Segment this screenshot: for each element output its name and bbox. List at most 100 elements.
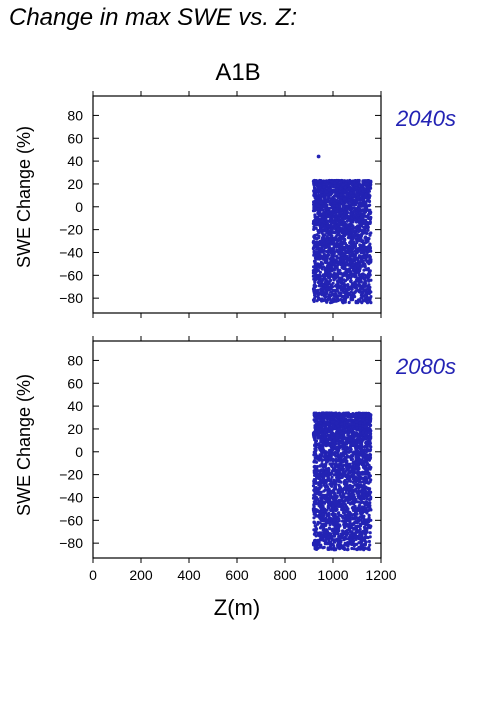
data-point [336,227,340,231]
data-point [347,234,351,238]
scenario-title: A1B [215,59,260,86]
data-point [356,195,361,200]
data-point [327,477,331,481]
data-point [359,498,363,502]
data-point [351,224,355,228]
data-point [359,518,363,522]
data-point [323,542,327,546]
data-point [333,198,337,202]
data-point [360,247,364,251]
data-point [351,498,356,502]
data-point [345,188,349,192]
data-point [319,219,324,223]
data-point [352,209,356,213]
data-point [312,253,316,257]
data-point [358,527,362,532]
data-point [316,154,321,159]
data-point [368,444,372,448]
y-tick-label: −80 [59,535,83,551]
data-point [329,278,333,282]
y-tick-label: 0 [75,444,83,460]
data-point [316,265,320,269]
data-point [363,475,367,479]
data-point [339,193,343,197]
data-point [314,250,319,255]
data-point [331,458,335,463]
data-point [344,529,348,534]
data-point [329,283,333,287]
data-point [329,231,333,235]
panel-2040s: 2040s SWE Change (%) −80−60−40−200204060… [14,91,456,318]
data-point [312,520,316,524]
data-point [354,286,359,290]
y-tick-label: 40 [67,153,83,169]
data-point [322,249,326,253]
data-point [312,234,316,238]
data-point [336,489,340,493]
data-point [343,291,347,295]
data-point [312,240,316,244]
data-point [352,180,356,185]
data-point [317,234,321,238]
data-point [311,287,316,291]
data-point [358,524,362,529]
data-point [340,229,345,233]
data-point [316,293,320,297]
data-point [327,542,331,546]
data-point [334,292,338,296]
data-point [363,187,367,191]
data-point [342,220,346,224]
data-point [335,204,339,208]
data-point [343,499,347,503]
data-point [367,247,371,251]
data-point [335,289,339,293]
data-point [359,244,364,248]
data-point [312,202,316,207]
data-point [335,256,339,260]
data-point [351,263,355,267]
data-point [321,411,325,415]
data-point [358,458,362,462]
panel-2080s: 2080s SWE Change (%) −80−60−40−200204060… [14,336,456,583]
data-point [325,300,329,304]
data-point [337,222,341,226]
data-point [317,533,321,538]
y-tick-label: 20 [67,176,83,192]
data-point [346,262,350,267]
data-point [357,238,361,242]
data-point [367,199,371,203]
data-point [334,187,339,192]
data-point [333,299,337,303]
data-point [350,413,354,417]
data-point [320,452,324,456]
data-point [368,255,372,259]
data-point [336,196,340,200]
data-point [329,472,333,476]
data-point [350,219,354,223]
data-point [344,207,348,211]
data-point [343,185,347,189]
data-point [337,251,341,255]
data-point [322,219,326,224]
data-point [364,299,368,303]
data-point [363,246,367,250]
data-point [339,199,343,203]
data-point [324,481,328,485]
data-point [332,288,336,293]
data-point [341,285,346,289]
data-point [332,236,336,240]
data-point [314,183,318,187]
data-point [364,182,368,186]
data-point [336,529,340,533]
data-point [334,212,338,216]
y-tick-label: 40 [67,398,83,414]
data-point [325,199,329,203]
data-point [339,271,343,275]
data-point [319,531,323,535]
data-point [326,222,330,226]
data-point [364,292,368,296]
data-point [357,207,362,211]
data-point [335,230,339,234]
data-point [315,237,319,241]
data-point [339,208,343,212]
